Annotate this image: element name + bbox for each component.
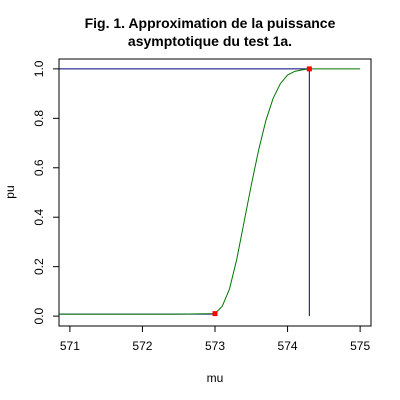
power-curve xyxy=(59,68,361,315)
chart-title-line-1: Fig. 1. Approximation de la puissance xyxy=(85,15,336,31)
y-tick-label: 0.2 xyxy=(32,258,46,275)
x-axis: 571 572 573 574 575 xyxy=(60,326,370,353)
marker-layer xyxy=(212,66,312,317)
x-tick-label: 573 xyxy=(205,339,225,353)
x-tick-label: 572 xyxy=(132,339,152,353)
series-layer xyxy=(59,68,361,315)
y-tick-label: 1.0 xyxy=(32,60,46,77)
y-tick-label: 0.6 xyxy=(32,159,46,176)
x-axis-label: mu xyxy=(207,371,224,385)
y-tick-label: 0.0 xyxy=(32,307,46,324)
point-marker xyxy=(306,66,312,72)
plot-frame xyxy=(58,58,372,327)
point-marker xyxy=(212,311,218,317)
y-axis: 0.0 0.2 0.4 0.6 0.8 1.0 xyxy=(32,60,59,324)
x-tick-label: 575 xyxy=(350,339,370,353)
reference-lines xyxy=(59,68,310,317)
chart-title-line-2: asymptotique du test 1a. xyxy=(128,33,292,49)
y-tick-label: 0.8 xyxy=(32,110,46,127)
y-axis-label: pu xyxy=(3,185,17,198)
x-tick-label: 571 xyxy=(60,339,80,353)
x-tick-label: 574 xyxy=(278,339,298,353)
y-tick-label: 0.4 xyxy=(32,209,46,226)
